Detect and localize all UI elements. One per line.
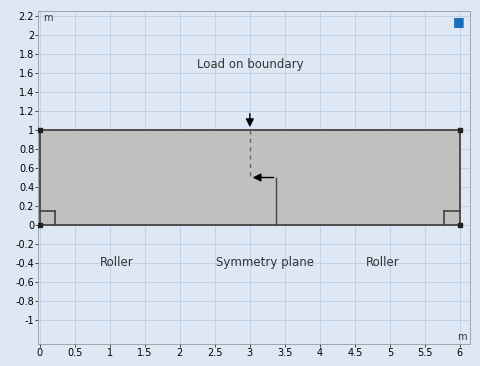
Text: Symmetry plane: Symmetry plane	[216, 255, 314, 269]
Text: m: m	[457, 332, 467, 342]
Text: Roller: Roller	[100, 255, 134, 269]
Bar	[40, 130, 460, 225]
Text: Load on boundary: Load on boundary	[196, 58, 303, 71]
Text: Roller: Roller	[366, 255, 400, 269]
Text: m: m	[44, 13, 53, 23]
Text: ■: ■	[453, 15, 465, 28]
